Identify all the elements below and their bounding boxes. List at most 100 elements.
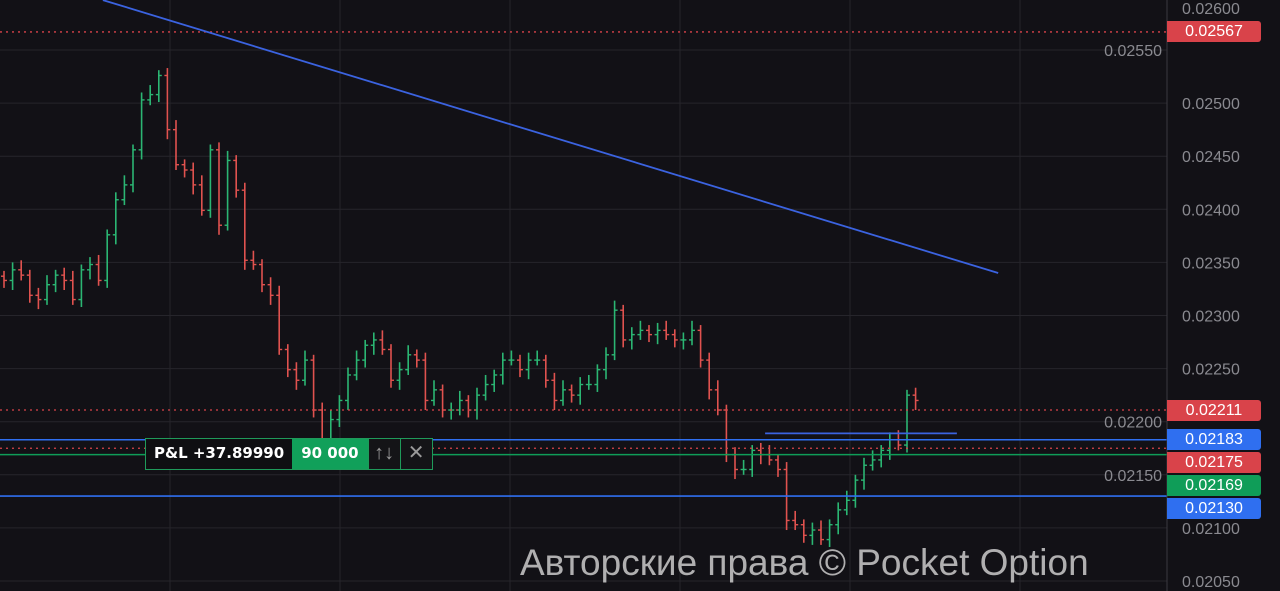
ohlc-bar [439,384,446,418]
price-tag: 0.02567 [1167,21,1261,43]
swap-arrows-icon[interactable]: ↑↓ [367,439,400,469]
ohlc-bar [396,362,403,390]
ohlc-bar [534,350,541,366]
ohlc-bar [112,192,119,245]
ohlc-bar [740,459,747,475]
ohlc-bar [792,510,799,531]
ohlc-bar [826,519,833,548]
ohlc-bar [284,344,291,378]
ohlc-bar [1,270,7,288]
ohlc-bar [69,270,76,305]
ohlc-bar [379,330,386,355]
ohlc-bar [267,277,274,305]
ohlc-bar [198,175,205,216]
ohlc-bar [542,354,549,388]
price-tag: 0.02211 [1167,399,1261,421]
ohlc-bar [181,159,188,178]
y-tick-label: 0.02100 [1182,521,1240,538]
watermark: Авторские права © Pocket Option [520,542,1089,583]
ohlc-bar [749,445,756,477]
ohlc-bar [422,352,429,411]
ohlc-bar [293,362,300,390]
ohlc-bar [611,300,618,361]
ohlc-bar [276,285,283,355]
pnl-value: P&L +37.89990 [154,444,285,462]
ohlc-bar [138,92,145,160]
ohlc-bar [130,144,136,193]
ohlc-bar [474,387,480,420]
ohlc-bar [61,267,68,291]
y-tick-label: 0.02500 [1182,96,1240,113]
ohlc-bar [259,259,265,293]
ohlc-bar [431,380,437,406]
ohlc-bar [26,269,33,303]
price-tag: 0.02130 [1167,498,1261,520]
ohlc-bar [577,377,584,405]
ohlc-bar [456,390,463,416]
ohlc-bar [723,404,730,463]
ohlc-bar [87,257,93,280]
ohlc-bar [465,395,472,418]
ohlc-bar [482,374,489,401]
ohlc-bar [345,367,351,411]
ohlc-bar [680,332,687,350]
ohlc-bar [663,320,670,340]
ohlc-bar [560,380,566,406]
ohlc-bar [78,264,85,308]
ohlc-bar [405,345,412,375]
ohlc-bar [886,432,893,460]
y-tick-label: 0.02550 [1104,43,1162,60]
ohlc-bar [568,384,575,403]
ohlc-bar [646,325,652,343]
ohlc-bar [250,250,257,270]
ohlc-bar [413,349,420,368]
ohlc-bar [336,395,343,428]
ohlc-bar [697,325,704,368]
y-tick-label: 0.02300 [1182,309,1240,326]
ohlc-bar [732,447,738,480]
price-tag: 0.02169 [1167,475,1261,497]
ohlc-bar [835,502,842,535]
ohlc-bar [757,442,764,465]
ohlc-bar [517,354,523,378]
y-tick-label: 0.02050 [1182,574,1240,591]
ohlc-bars [1,68,919,548]
ohlc-bar [9,262,16,291]
close-icon[interactable]: ✕ [399,439,432,469]
ohlc-bar [800,519,807,543]
ohlc-bar [52,269,59,293]
ohlc-bar [18,260,25,281]
ohlc-bar [353,350,360,381]
ohlc-bar [852,474,859,508]
ohlc-bar [388,344,394,388]
ohlc-bar [585,374,592,390]
y-tick-label: 0.02600 [1182,1,1240,18]
ohlc-bar [173,120,179,171]
ohlc-bar [671,329,678,348]
ohlc-bar [362,339,369,368]
ohlc-bar [310,354,317,418]
ohlc-bar [491,369,498,392]
price-axis[interactable]: 0.02600 0.02550 0.02500 0.02450 0.02400 0.023… [1104,1,1240,591]
ohlc-bar [775,454,781,477]
y-tick-label: 0.02150 [1104,468,1162,485]
ohlc-bar [525,352,532,380]
ohlc-bar [155,70,162,103]
ohlc-bar [869,450,876,471]
ohlc-bar [499,352,506,385]
trade-widget[interactable]: P&L +37.89990 90 000 ↑↓ ✕ [145,438,433,470]
ohlc-bar [620,304,627,348]
ohlc-bar [44,275,50,305]
ohlc-bar [216,142,222,235]
ohlc-bar [809,522,816,545]
ohlc-bar [861,457,867,490]
ohlc-bar [843,490,850,516]
trade-amount[interactable]: 90 000 [292,439,368,469]
ohlc-bar [164,68,171,140]
ohlc-bar [121,175,128,206]
y-tick-label: 0.02250 [1182,362,1240,379]
ohlc-bar [35,287,42,310]
price-tag: 0.02183 [1167,429,1261,451]
ohlc-bar [654,322,661,345]
